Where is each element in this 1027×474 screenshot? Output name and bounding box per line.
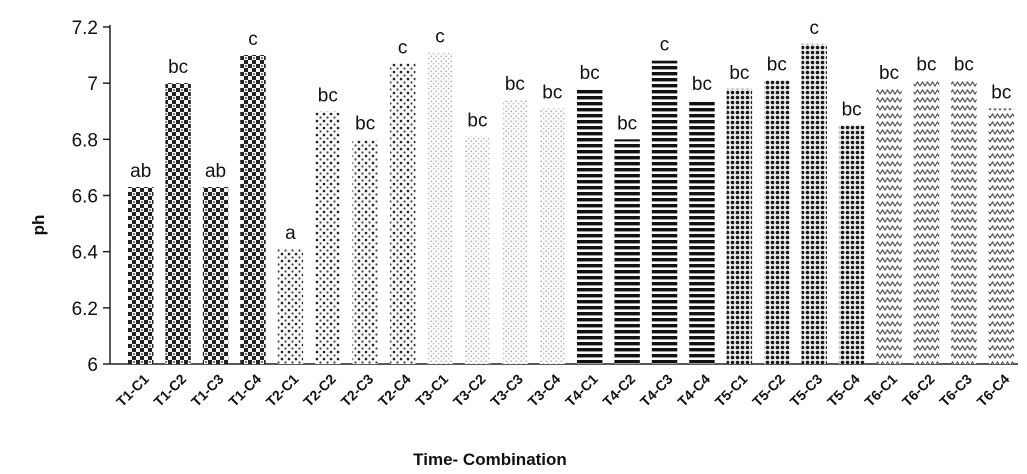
bar-significance-label: bc [542,82,562,103]
bar-significance-label: bc [318,85,338,106]
x-tick-label: T4-C1 [562,371,601,410]
bar-t4-c4 [689,100,715,365]
bar-t4-c2 [614,139,640,364]
y-tick-label: 7 [87,74,98,95]
bar-significance-label: bc [692,74,712,95]
bar-significance-label: bc [767,54,787,75]
bar-t1-c4 [240,55,266,364]
bar-significance-label: bc [505,74,525,95]
x-tick-label: T2-C3 [338,371,377,410]
x-tick-label: T2-C1 [263,371,302,410]
x-tick-label: T1-C2 [150,371,189,410]
bar-significance-label: c [398,38,408,59]
y-tick-label: 6.2 [72,299,98,320]
bar-significance-label: bc [580,63,600,84]
x-tick-label: T4-C2 [599,371,638,410]
x-axis-title: Time- Combination [413,450,567,469]
x-tick-label: T1-C4 [225,371,264,410]
bar-significance-label: c [660,35,670,56]
bar-significance-label: bc [916,54,936,75]
bar-significance-label: bc [729,63,749,84]
x-tick-label: T3-C2 [450,371,489,410]
bar-t2-c1 [277,248,304,364]
bar-t3-c2 [464,136,491,364]
y-tick-label: 7.2 [72,18,98,39]
x-tick-label: T6-C3 [936,371,975,410]
x-tick-label: T5-C3 [787,371,826,410]
bar-t3-c3 [502,100,528,365]
x-tick-label: T4-C3 [637,371,676,410]
bar-t4-c3 [651,60,678,364]
bar-t5-c2 [764,80,790,364]
bar-significance-label: c [248,29,258,50]
bar-significance-label: bc [355,113,375,134]
x-tick-label: T5-C1 [712,371,751,410]
bar-significance-label: ab [130,161,151,182]
bar-t2-c3 [352,139,378,364]
bar-significance-label: bc [991,82,1011,103]
x-axis-ticks: T1-C1T1-C2T1-C3T1-C4T2-C1T2-C2T2-C3T2-C4… [113,371,1013,410]
bar-t5-c3 [801,43,827,364]
bar-t4-c1 [576,88,603,365]
x-tick-label: T2-C2 [300,371,339,410]
bar-t1-c2 [165,83,191,365]
bar-t5-c4 [838,125,865,365]
bar-t2-c2 [315,111,341,364]
bar-significance-label: bc [168,57,188,78]
bar-t2-c4 [389,63,416,365]
x-tick-label: T1-C3 [188,371,227,410]
x-tick-label: T1-C1 [113,371,152,410]
x-tick-label: T3-C3 [487,371,526,410]
x-tick-label: T3-C1 [412,371,451,410]
bar-t3-c1 [427,52,453,365]
bar-t6-c4 [988,108,1015,364]
x-tick-label: T3-C4 [525,371,564,410]
bar-t3-c4 [539,108,566,364]
x-tick-label: T5-C2 [749,371,788,410]
x-tick-label: T6-C2 [899,371,938,410]
bars [127,43,1015,365]
bar-t1-c3 [202,187,229,364]
bar-significance-label: bc [879,63,899,84]
y-tick-label: 6.6 [72,187,98,208]
x-tick-label: T6-C4 [974,371,1013,410]
bar-significance-label: a [285,223,296,244]
bar-significance-label: bc [842,99,862,120]
y-axis-title: ph [29,215,48,236]
bar-t5-c1 [726,88,753,365]
y-tick-label: 6.4 [72,243,99,264]
bar-significance-label: bc [467,111,487,132]
x-tick-label: T5-C4 [824,371,863,410]
bar-t6-c3 [951,80,977,364]
bar-significance-label: c [435,26,445,47]
bar-t1-c1 [127,187,154,364]
bar-t6-c1 [876,88,902,365]
bar-significance-label: c [809,18,819,39]
x-tick-label: T6-C1 [861,371,900,410]
x-tick-label: T2-C4 [375,371,414,410]
bar-t6-c2 [913,80,940,364]
y-tick-label: 6.8 [72,130,98,151]
x-tick-label: T4-C4 [674,371,713,410]
bar-significance-label: bc [617,113,637,134]
bar-significance-label: ab [205,161,226,182]
bar-significance-label: bc [954,54,974,75]
y-tick-label: 6 [87,355,98,376]
y-axis-ticks: 6 6.2 6.4 6.6 6.8 7 7.2 [72,18,110,376]
